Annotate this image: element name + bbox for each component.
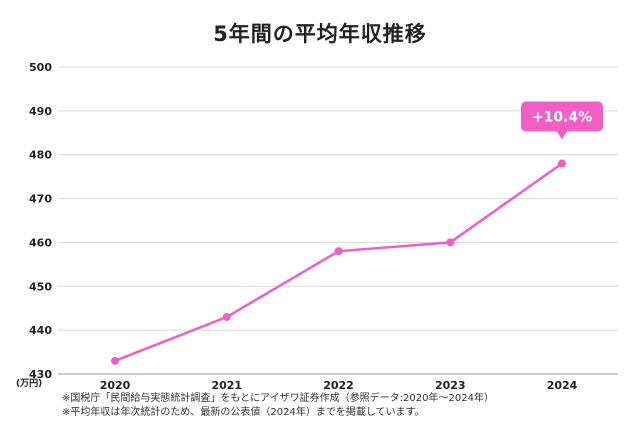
callout-label: +10.4% xyxy=(532,109,592,125)
data-point xyxy=(222,312,231,321)
data-point xyxy=(111,356,119,365)
x-tick-label: 2022 xyxy=(323,379,354,392)
footnote-scope: ※平均年収は年次統計のため、最新の公表値（2024年）までを掲載しています。 xyxy=(62,407,425,418)
y-axis-ticks: 430 440 450 460 470 480 490 500 (万円) xyxy=(16,61,52,389)
y-tick-label: 490 xyxy=(29,105,52,118)
y-tick-label: 440 xyxy=(29,324,52,337)
x-tick-label: 2023 xyxy=(435,379,466,392)
series-polyline xyxy=(114,162,563,363)
y-tick-label: 480 xyxy=(29,149,52,162)
footnotes: ※国税庁「民間給与実態統計調査」をもとにアイザワ証券作成（参照データ:2020年… xyxy=(62,392,494,420)
data-points xyxy=(111,159,566,365)
x-axis-ticks: 2020 2021 2022 2023 2024 xyxy=(100,379,578,392)
y-tick-label: 430 xyxy=(29,368,52,381)
x-tick-label: 2021 xyxy=(211,379,242,392)
y-tick-label: 500 xyxy=(29,61,52,74)
data-point xyxy=(558,159,566,168)
data-point xyxy=(446,238,455,247)
chart-title: 5年間の平均年収推移 xyxy=(213,22,427,46)
series-line xyxy=(114,162,563,363)
y-tick-label: 450 xyxy=(29,280,52,293)
callout-pointer xyxy=(557,131,567,140)
callout-box xyxy=(521,101,603,132)
y-unit-label: (万円) xyxy=(16,378,42,389)
data-point xyxy=(334,247,343,256)
x-tick-label: 2024 xyxy=(547,379,578,392)
x-tick-label: 2020 xyxy=(100,379,131,392)
y-tick-label: 470 xyxy=(29,193,52,206)
footnote-source: ※国税庁「民間給与実態統計調査」をもとにアイザワ証券作成（参照データ:2020年… xyxy=(62,393,494,404)
growth-callout: +10.4% xyxy=(521,101,603,140)
y-tick-label: 460 xyxy=(29,236,52,249)
